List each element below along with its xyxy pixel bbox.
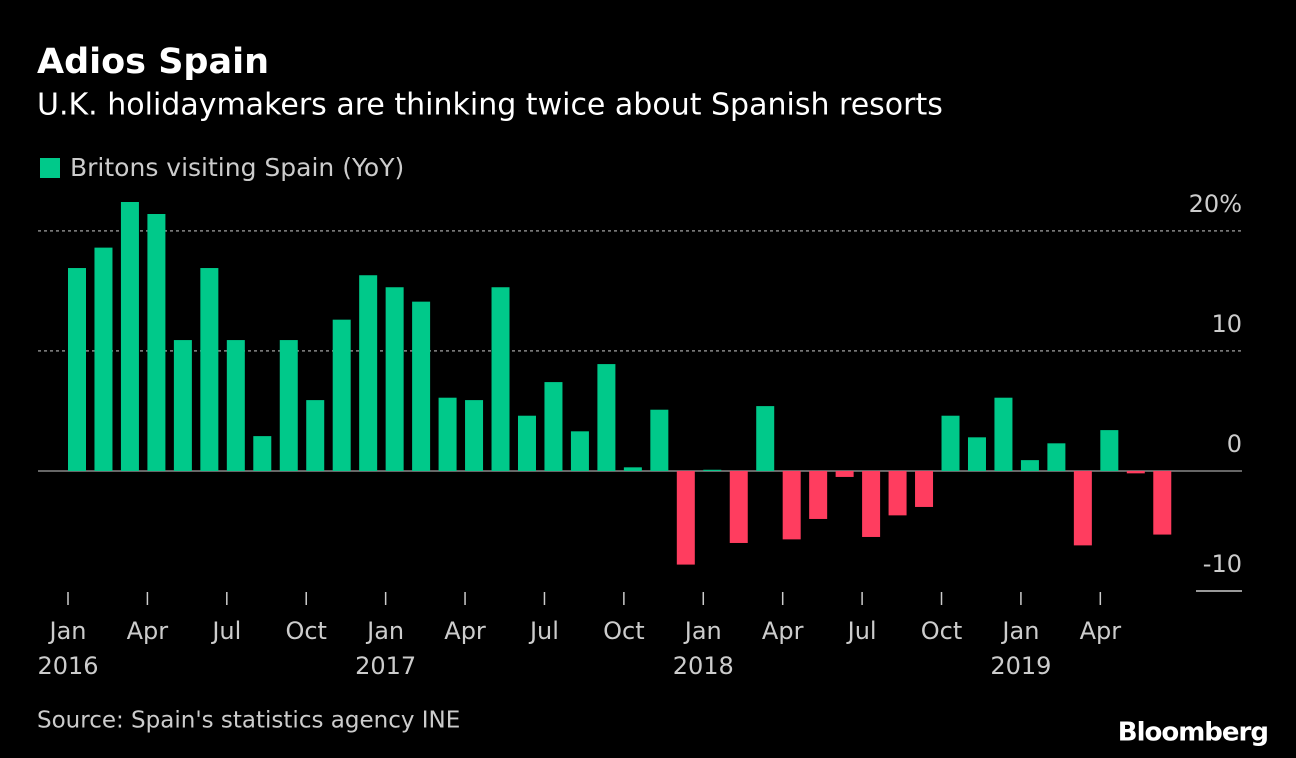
bar <box>147 214 166 471</box>
bar <box>94 247 113 471</box>
bar <box>1047 443 1066 471</box>
x-year-label: 2016 <box>37 652 98 680</box>
bar <box>1126 470 1145 474</box>
y-tick-label: 10 <box>1211 310 1242 338</box>
x-tick-label: Apr <box>444 617 486 645</box>
bar <box>703 469 722 471</box>
bar <box>756 406 775 471</box>
x-tick-label: Jul <box>528 617 559 645</box>
bar <box>1073 470 1092 546</box>
bar <box>226 340 245 471</box>
bar <box>332 319 351 471</box>
bar <box>544 382 563 471</box>
x-tick-label: Oct <box>603 617 645 645</box>
y-tick-label: 20% <box>1189 190 1242 218</box>
bar <box>517 415 536 471</box>
chart-title: Adios Spain <box>37 42 269 82</box>
bar <box>782 470 801 540</box>
bar <box>994 397 1013 471</box>
bar <box>1020 460 1039 471</box>
x-year-label: 2017 <box>355 652 416 680</box>
bar <box>570 431 589 471</box>
bar <box>729 470 748 543</box>
bar <box>650 409 669 471</box>
x-tick-label: Oct <box>921 617 963 645</box>
bar <box>173 340 192 471</box>
bar <box>941 415 960 471</box>
x-tick-label: Jan <box>48 617 87 645</box>
x-tick-label: Oct <box>285 617 327 645</box>
bar <box>385 287 404 471</box>
x-tick-label: Apr <box>762 617 804 645</box>
bar <box>465 400 484 471</box>
bar <box>120 202 139 471</box>
y-tick-label: 0 <box>1227 430 1242 458</box>
bar <box>491 287 510 471</box>
x-tick-label: Jan <box>365 617 404 645</box>
bar <box>1100 430 1119 471</box>
source: Source: Spain's statistics agency INE <box>37 708 460 734</box>
x-tick-label: Jan <box>683 617 722 645</box>
legend-label: Britons visiting Spain (YoY) <box>70 153 404 182</box>
bar <box>359 275 378 471</box>
brand: Bloomberg <box>1118 718 1268 748</box>
bar <box>438 397 457 471</box>
bar <box>862 470 881 537</box>
bar <box>200 268 219 471</box>
x-year-label: 2019 <box>990 652 1051 680</box>
bar <box>809 470 828 519</box>
x-tick-label: Jul <box>846 617 877 645</box>
bar <box>68 268 86 471</box>
x-tick-label: Jan <box>1000 617 1039 645</box>
x-tick-label: Jul <box>210 617 241 645</box>
bar <box>915 470 934 507</box>
bar <box>412 301 431 471</box>
bar <box>306 400 325 471</box>
y-tick-label: -10 <box>1203 550 1242 578</box>
bar <box>623 467 642 471</box>
x-tick-label: Apr <box>1080 617 1122 645</box>
bar <box>253 436 272 471</box>
bar <box>967 437 986 471</box>
bar <box>676 470 695 565</box>
bar <box>888 470 907 516</box>
bar <box>1153 470 1172 535</box>
chart-subtitle: U.K. holidaymakers are thinking twice ab… <box>37 88 943 123</box>
bar <box>597 364 616 471</box>
legend-swatch <box>40 158 60 178</box>
bar <box>835 470 854 477</box>
x-tick-label: Apr <box>127 617 169 645</box>
bar <box>279 340 298 471</box>
x-year-label: 2018 <box>673 652 734 680</box>
